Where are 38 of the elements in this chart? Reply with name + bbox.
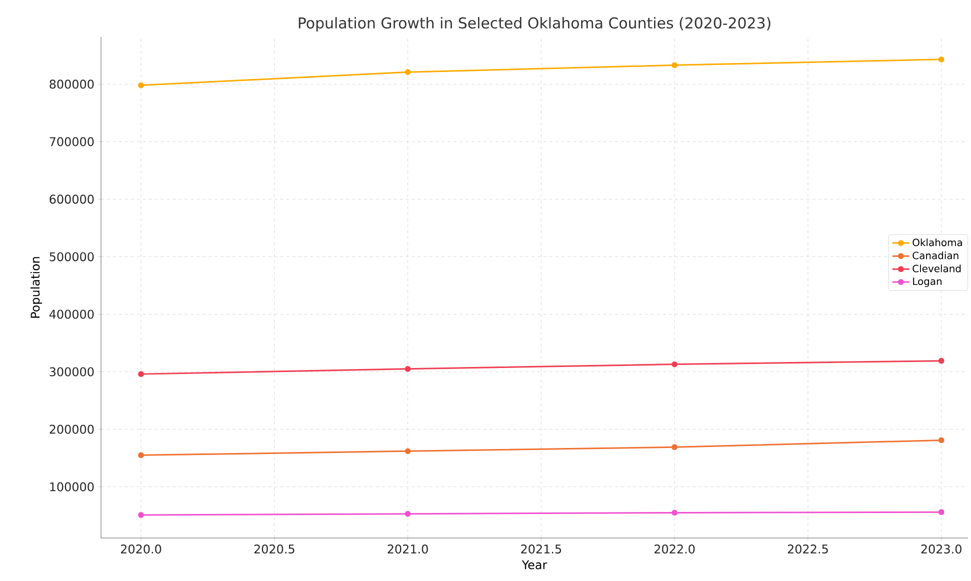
point [938, 509, 944, 516]
x-axis-title: Year [522, 560, 548, 570]
point [404, 510, 411, 517]
legend-label: Oklahoma [912, 238, 962, 246]
x-tick-label: 2020.0 [120, 544, 162, 554]
point [672, 444, 678, 450]
legend-label: Canadian [912, 252, 958, 260]
y-tick-label: 800000 [50, 80, 94, 89]
point [404, 366, 411, 372]
point [938, 56, 944, 62]
y-tick-label: 200000 [50, 424, 94, 434]
y-tick-label: 100000 [50, 482, 94, 492]
y-tick-label: 500000 [50, 252, 94, 262]
chart-title: Population Growth in Selected Oklahoma Counties (2020-2023) [298, 17, 770, 32]
x-tick-label: 2022.5 [788, 544, 828, 554]
point [672, 62, 678, 68]
y-tick-label: 600000 [50, 194, 94, 204]
point [138, 452, 144, 458]
point [138, 512, 144, 518]
point [404, 448, 411, 454]
y-tick-label: 700000 [50, 137, 94, 146]
point [672, 510, 678, 516]
x-tick-label: 2022.0 [654, 544, 695, 554]
x-tick-label: 2021.0 [388, 544, 428, 554]
y-tick-label: 400000 [49, 310, 94, 319]
point [404, 69, 411, 76]
point [138, 82, 144, 88]
y-tick-label: 300000 [50, 367, 94, 376]
x-tick-label: 2020.5 [254, 544, 294, 554]
y-axis-title: Population [30, 257, 42, 318]
point [938, 437, 944, 444]
x-tick-label: 2021.5 [521, 544, 562, 554]
point [672, 361, 678, 368]
point [938, 358, 944, 364]
legend-label: Logan [913, 278, 942, 287]
legend-label: Cleveland [912, 264, 961, 272]
point [138, 371, 144, 378]
x-tick-label: 2023.0 [921, 544, 962, 554]
